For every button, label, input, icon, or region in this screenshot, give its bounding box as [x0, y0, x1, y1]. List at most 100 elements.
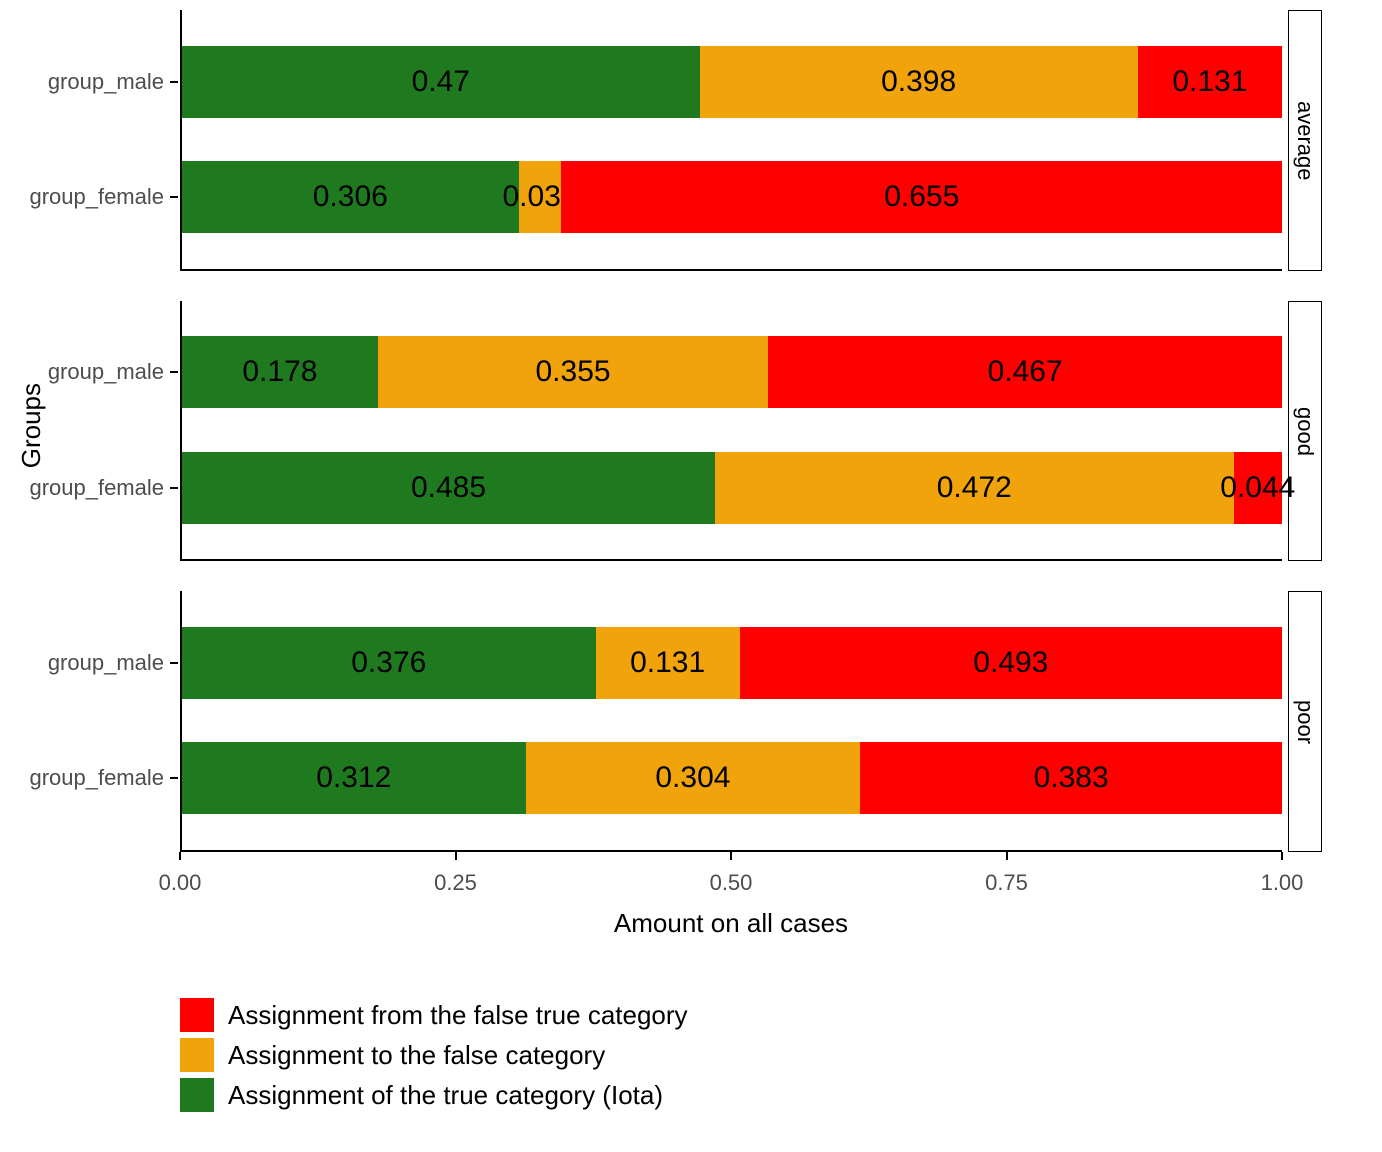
segment-to_false: 0.304: [526, 742, 861, 814]
y-tick: [170, 196, 178, 198]
x-tick-marks: [180, 852, 1282, 864]
segment-iota: 0.306: [182, 161, 519, 233]
bar-row: group_male0.470.3980.131: [182, 46, 1282, 118]
x-tick-label: 0.25: [434, 870, 477, 896]
figure: Groups group_male 0.47 0.398 0.131 group_fem…: [0, 0, 1382, 1152]
facet-strip: good: [1288, 301, 1322, 562]
y-tick-label: group_male: [48, 359, 164, 385]
segment-iota: 0.485: [182, 452, 715, 524]
segment-from_false: 0.131: [1138, 46, 1282, 118]
facet-poor: group_male0.3760.1310.493group_female0.3…: [180, 591, 1322, 852]
segment-value-label: 0.47: [412, 65, 470, 99]
y-tick-label: group_male: [48, 69, 164, 95]
segment-value-label: 0.131: [630, 646, 705, 680]
segment-value-label: 0.306: [313, 180, 388, 214]
segment-value-label: 0.131: [1172, 65, 1247, 99]
segment-value-label: 0.472: [937, 471, 1012, 505]
x-tick: [455, 852, 457, 860]
y-tick-label: group_male: [48, 650, 164, 676]
x-tick-label: 0.50: [710, 870, 753, 896]
chart-area: group_male0.470.3980.131group_female0.30…: [180, 10, 1322, 852]
y-tick: [170, 81, 178, 83]
bar-row: group_male0.3760.1310.493: [182, 627, 1282, 699]
facet-strip-label: poor: [1292, 700, 1318, 744]
y-tick: [170, 777, 178, 779]
segment-value-label: 0.178: [242, 355, 317, 389]
segment-to_false: 0.131: [596, 627, 740, 699]
stacked-bar: 0.376 0.131 0.493: [182, 627, 1282, 699]
bar-row: group_female0.3060.0390.655: [182, 161, 1282, 233]
segment-value-label: 0.312: [316, 761, 391, 795]
stacked-bar: 0.306 0.039 0.655: [182, 161, 1282, 233]
panel: group_male0.470.3980.131group_female0.30…: [180, 10, 1282, 271]
segment-iota: 0.376: [182, 627, 596, 699]
x-tick-labels: 0.000.250.500.751.00: [180, 870, 1282, 900]
y-tick: [170, 487, 178, 489]
stacked-bar: 0.312 0.304 0.383: [182, 742, 1282, 814]
x-tick: [179, 852, 181, 860]
segment-iota: 0.312: [182, 742, 526, 814]
facet-strip: average: [1288, 10, 1322, 271]
segment-from_false: 0.493: [740, 627, 1282, 699]
legend-swatch: [180, 1038, 214, 1072]
segment-iota: 0.47: [182, 46, 700, 118]
legend-item: Assignment of the true category (Iota): [180, 1078, 688, 1112]
x-tick: [1006, 852, 1008, 860]
segment-value-label: 0.485: [411, 471, 486, 505]
stacked-bar: 0.47 0.398 0.131: [182, 46, 1282, 118]
y-tick-label: group_female: [29, 184, 164, 210]
segment-to_false: 0.472: [715, 452, 1234, 524]
bar-row: group_female0.3120.3040.383: [182, 742, 1282, 814]
panel: group_male0.1780.3550.467group_female0.4…: [180, 301, 1282, 562]
x-tick: [730, 852, 732, 860]
legend: Assignment from the false true category A…: [180, 998, 688, 1112]
facet-good: group_male0.1780.3550.467group_female0.4…: [180, 301, 1322, 562]
x-tick: [1281, 852, 1283, 860]
segment-value-label: 0.376: [351, 646, 426, 680]
y-axis-title: Groups: [16, 383, 47, 468]
segment-from_false: 0.044: [1234, 452, 1282, 524]
y-axis-title-container: Groups: [16, 0, 46, 852]
panel: group_male0.3760.1310.493group_female0.3…: [180, 591, 1282, 852]
legend-item: Assignment from the false true category: [180, 998, 688, 1032]
bar-row: group_female0.4850.4720.044: [182, 452, 1282, 524]
legend-swatch: [180, 1078, 214, 1112]
segment-value-label: 0.493: [973, 646, 1048, 680]
x-tick-label: 0.75: [985, 870, 1028, 896]
x-tick-label: 0.00: [159, 870, 202, 896]
segment-value-label: 0.467: [988, 355, 1063, 389]
bar-row: group_male0.1780.3550.467: [182, 336, 1282, 408]
segment-value-label: 0.355: [536, 355, 611, 389]
x-axis-title: Amount on all cases: [180, 908, 1282, 939]
stacked-bar: 0.178 0.355 0.467: [182, 336, 1282, 408]
legend-swatch: [180, 998, 214, 1032]
legend-label: Assignment to the false category: [228, 1040, 605, 1071]
segment-from_false: 0.467: [768, 336, 1282, 408]
segment-to_false: 0.355: [378, 336, 769, 408]
y-tick-label: group_female: [29, 765, 164, 791]
segment-value-label: 0.044: [1220, 471, 1295, 505]
x-tick-label: 1.00: [1261, 870, 1304, 896]
facets-container: group_male0.470.3980.131group_female0.30…: [180, 10, 1322, 852]
stacked-bar: 0.485 0.472 0.044: [182, 452, 1282, 524]
segment-to_false: 0.039: [519, 161, 562, 233]
y-tick: [170, 662, 178, 664]
facet-strip-label: good: [1292, 407, 1318, 456]
facet-strip: poor: [1288, 591, 1322, 852]
segment-value-label: 0.655: [884, 180, 959, 214]
segment-value-label: 0.398: [881, 65, 956, 99]
segment-value-label: 0.304: [655, 761, 730, 795]
legend-item: Assignment to the false category: [180, 1038, 688, 1072]
segment-iota: 0.178: [182, 336, 378, 408]
legend-label: Assignment from the false true category: [228, 1000, 688, 1031]
y-tick-label: group_female: [29, 475, 164, 501]
facet-strip-label: average: [1292, 101, 1318, 181]
facet-average: group_male0.470.3980.131group_female0.30…: [180, 10, 1322, 271]
x-axis: 0.000.250.500.751.00 Amount on all cases: [180, 852, 1282, 932]
y-tick: [170, 371, 178, 373]
legend-label: Assignment of the true category (Iota): [228, 1080, 663, 1111]
segment-value-label: 0.383: [1034, 761, 1109, 795]
segment-from_false: 0.383: [860, 742, 1282, 814]
segment-from_false: 0.655: [561, 161, 1282, 233]
segment-to_false: 0.398: [700, 46, 1138, 118]
